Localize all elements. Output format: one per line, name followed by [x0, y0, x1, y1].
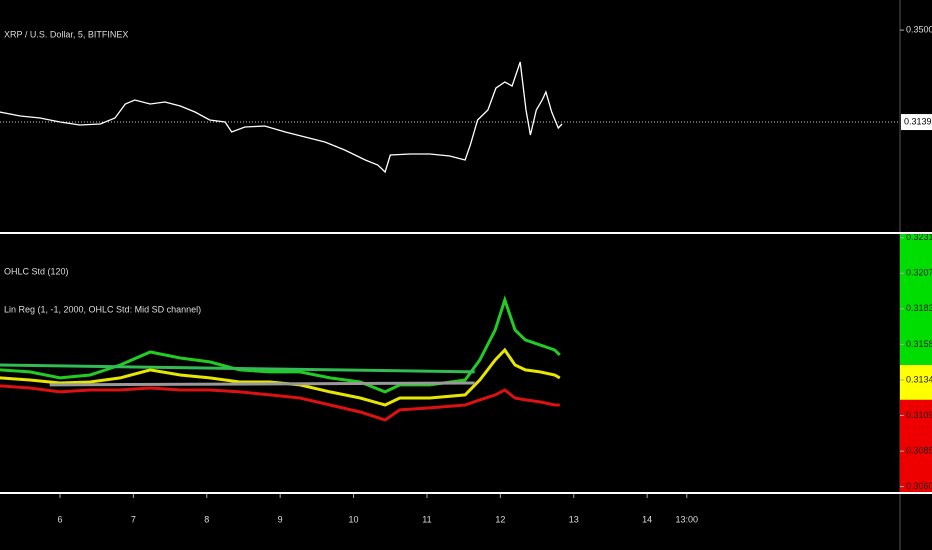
- y-tick-label: 0.30852: [906, 445, 932, 455]
- x-tick-label: 14: [642, 514, 652, 524]
- series-line: [0, 295, 561, 394]
- y-tick-label: 0.32318: [906, 232, 932, 242]
- x-tick-label: 8: [204, 514, 209, 524]
- price-zone: [900, 364, 932, 400]
- x-tick-label: 6: [57, 514, 62, 524]
- chart-title: XRP / U.S. Dollar, 5, BITFINEX: [4, 29, 128, 39]
- y-tick-label: 0.31341: [906, 374, 932, 384]
- series-line: [0, 363, 475, 374]
- last-price-label: 0.31392: [904, 116, 932, 126]
- y-tick-label: 0.30608: [906, 481, 932, 491]
- series-line: [0, 61, 563, 174]
- price-zone: [900, 399, 932, 493]
- y-tick-label: 0.32074: [906, 268, 932, 278]
- y-tick-label: 0.31097: [906, 410, 932, 420]
- series-line: [0, 384, 560, 422]
- legend-entry: Lin Reg (1, -1, 2000, OHLC Std: Mid SD c…: [4, 304, 201, 314]
- legend-entry: OHLC Std (120): [4, 266, 69, 276]
- x-tick-label: 7: [131, 514, 136, 524]
- price-zone: [900, 233, 932, 365]
- x-tick-label: 13: [569, 514, 579, 524]
- x-tick-label: 10: [349, 514, 359, 524]
- x-tick-label: 12: [495, 514, 505, 524]
- x-tick-label: 9: [278, 514, 283, 524]
- series-line: [0, 347, 561, 407]
- x-tick-label: 13:00: [676, 514, 699, 524]
- x-tick-label: 11: [422, 514, 431, 524]
- series-line: [49, 381, 475, 387]
- y-tick-label: 0.31585: [906, 339, 932, 349]
- last-price-tag: [901, 114, 932, 131]
